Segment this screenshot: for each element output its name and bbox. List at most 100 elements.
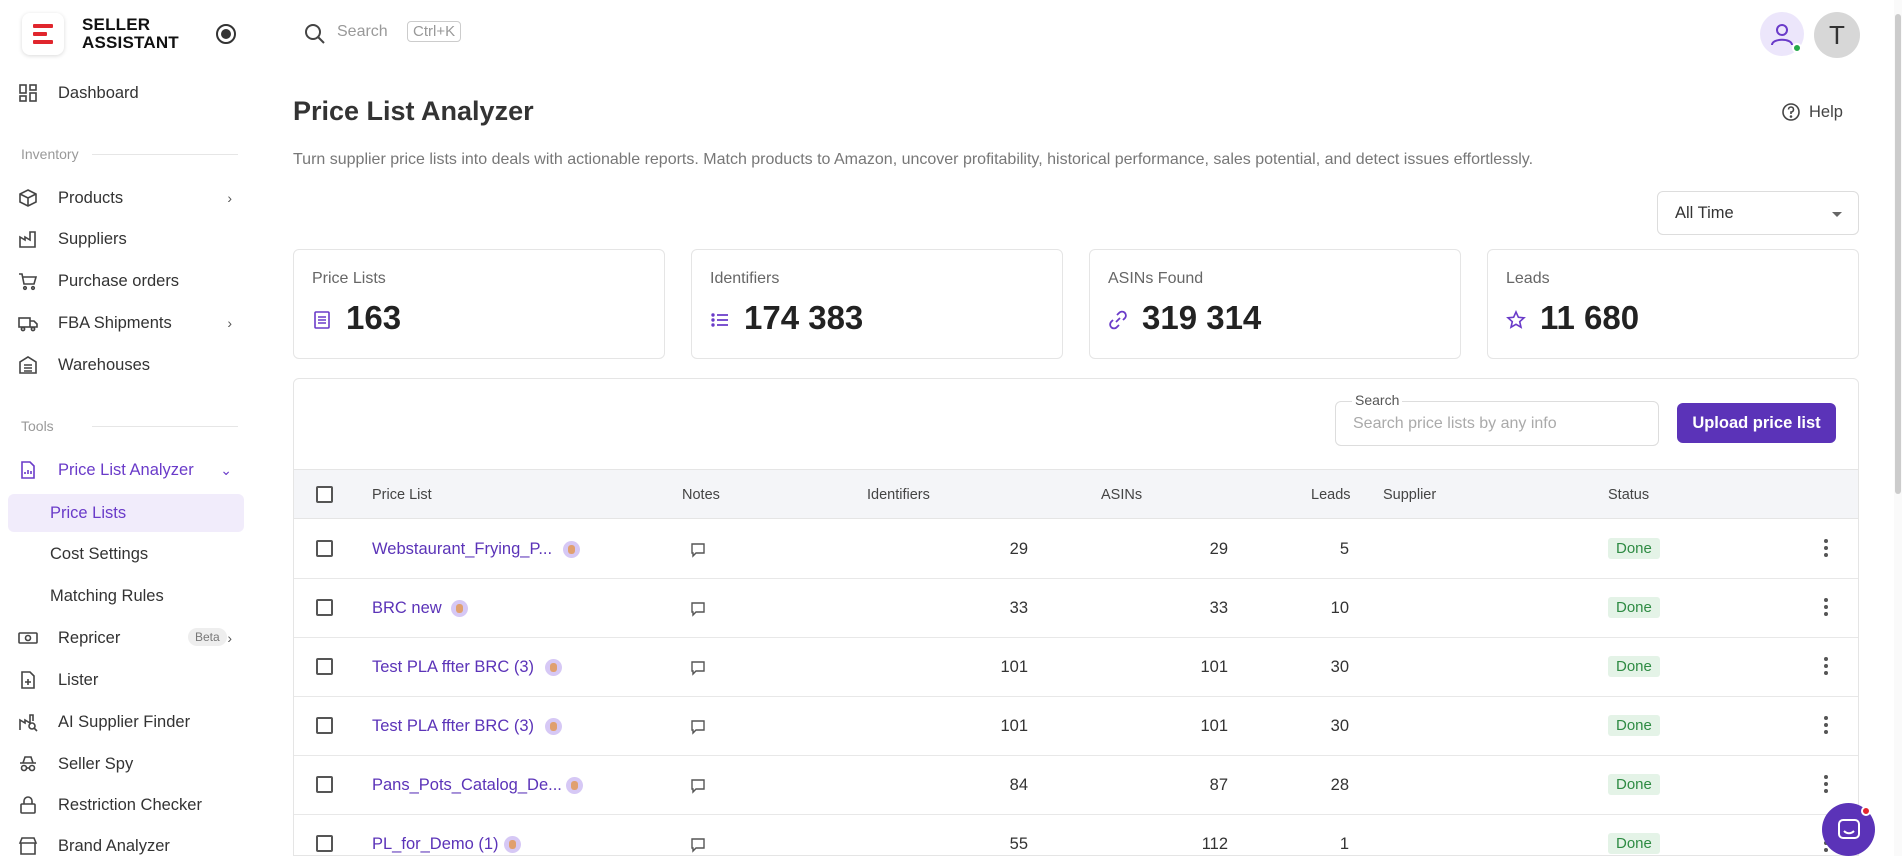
table-row[interactable]: Webstaurant_Frying_P... 29 29 5 Done bbox=[294, 520, 1858, 579]
note-icon[interactable] bbox=[690, 601, 706, 622]
price-list-name-link[interactable]: BRC new bbox=[372, 599, 442, 617]
price-list-name-link[interactable]: Webstaurant_Frying_P... bbox=[372, 540, 553, 558]
factory-icon bbox=[16, 227, 40, 251]
row-checkbox[interactable] bbox=[316, 658, 333, 675]
identifiers-value: 101 bbox=[1000, 717, 1028, 735]
price-list-search-placeholder: Search price lists by any info bbox=[1353, 415, 1557, 432]
column-header-asins[interactable]: ASINs bbox=[1101, 487, 1143, 503]
table-row[interactable]: BRC new 33 33 10 Done bbox=[294, 579, 1858, 638]
select-all-checkbox[interactable] bbox=[316, 486, 333, 503]
table-row[interactable]: Test PLA ffter BRC (3) 101 101 30 Done bbox=[294, 638, 1858, 697]
sidebar-item-lister[interactable]: Lister bbox=[8, 660, 244, 700]
sidebar-item-dashboard[interactable]: Dashboard bbox=[8, 73, 244, 113]
status-badge: Done bbox=[1608, 774, 1660, 795]
identifiers-value: 55 bbox=[1009, 835, 1028, 853]
sidebar-item-products[interactable]: Products › bbox=[8, 178, 244, 218]
chevron-right-icon: › bbox=[227, 315, 232, 331]
page-scrollbar[interactable] bbox=[1894, 0, 1902, 856]
sidebar-item-suppliers[interactable]: Suppliers bbox=[8, 219, 244, 259]
identifiers-value: 101 bbox=[1000, 658, 1028, 676]
sidebar-item-restriction-checker[interactable]: Restriction Checker bbox=[8, 785, 244, 825]
column-header-leads[interactable]: Leads bbox=[1311, 487, 1351, 503]
note-icon[interactable] bbox=[690, 542, 706, 563]
asins-value: 33 bbox=[1209, 599, 1228, 617]
row-checkbox[interactable] bbox=[316, 835, 333, 852]
brand-line-1: SELLER bbox=[82, 15, 151, 34]
sidebar-subitem-matching-rules[interactable]: Matching Rules bbox=[8, 577, 244, 615]
sidebar-item-label: Products bbox=[58, 188, 124, 207]
table-row[interactable]: PL_for_Demo (1) 55 112 1 Done bbox=[294, 815, 1858, 856]
note-icon[interactable] bbox=[690, 719, 706, 740]
price-list-name-link[interactable]: PL_for_Demo (1) bbox=[372, 835, 499, 853]
section-divider bbox=[92, 426, 238, 427]
stat-value: 163 bbox=[346, 299, 402, 336]
upload-price-list-button[interactable]: Upload price list bbox=[1677, 403, 1836, 443]
row-menu-icon[interactable] bbox=[1824, 539, 1828, 557]
sidebar-item-warehouses[interactable]: Warehouses bbox=[8, 345, 244, 385]
caret-down-icon bbox=[1832, 212, 1842, 217]
price-list-search-input[interactable] bbox=[1335, 401, 1659, 446]
sidebar-item-label: Brand Analyzer bbox=[58, 836, 170, 855]
document-plus-icon bbox=[16, 668, 40, 692]
money-icon bbox=[16, 626, 40, 650]
uploader-avatar bbox=[545, 718, 562, 735]
sidebar-subitem-price-lists[interactable]: Price Lists bbox=[8, 494, 244, 532]
row-checkbox[interactable] bbox=[316, 776, 333, 793]
price-list-search-label: Search bbox=[1352, 392, 1403, 408]
sidebar-item-ai-supplier-finder[interactable]: AI Supplier Finder bbox=[8, 702, 244, 742]
column-header-supplier[interactable]: Supplier bbox=[1383, 487, 1437, 503]
note-icon[interactable] bbox=[690, 837, 706, 856]
row-menu-icon[interactable] bbox=[1824, 657, 1828, 675]
sidebar-item-repricer[interactable]: Repricer Beta › bbox=[8, 618, 244, 658]
search-icon[interactable] bbox=[304, 23, 326, 50]
column-header-price-list[interactable]: Price List bbox=[372, 487, 432, 503]
sidebar-item-label: Dashboard bbox=[58, 83, 139, 102]
sidebar-subitem-cost-settings[interactable]: Cost Settings bbox=[8, 535, 244, 573]
box-icon bbox=[16, 186, 40, 210]
row-checkbox[interactable] bbox=[316, 540, 333, 557]
brand[interactable]: SELLER ASSISTANT bbox=[22, 13, 179, 55]
spy-icon bbox=[16, 752, 40, 776]
time-filter-select[interactable]: All Time bbox=[1657, 191, 1859, 235]
price-list-name-link[interactable]: Test PLA ffter BRC (3) bbox=[372, 717, 535, 735]
identifiers-value: 84 bbox=[1009, 776, 1028, 794]
note-icon[interactable] bbox=[690, 778, 706, 799]
account-avatar[interactable] bbox=[1760, 12, 1804, 56]
sidebar-item-label: Repricer bbox=[58, 628, 121, 647]
row-checkbox[interactable] bbox=[316, 599, 333, 616]
user-avatar[interactable]: T bbox=[1814, 12, 1860, 58]
sidebar-item-seller-spy[interactable]: Seller Spy bbox=[8, 744, 244, 784]
column-header-status[interactable]: Status bbox=[1608, 487, 1650, 503]
stat-label: Identifiers bbox=[710, 270, 780, 287]
scrollbar-thumb[interactable] bbox=[1895, 14, 1901, 494]
global-search-input[interactable]: Search bbox=[337, 23, 388, 40]
sidebar-item-brand-analyzer[interactable]: Brand Analyzer bbox=[8, 826, 244, 856]
price-list-name-link[interactable]: Test PLA ffter BRC (3) bbox=[372, 658, 535, 676]
store-icon bbox=[16, 834, 40, 856]
sidebar-item-price-list-analyzer[interactable]: Price List Analyzer ⌄ bbox=[8, 450, 244, 490]
row-menu-icon[interactable] bbox=[1824, 775, 1828, 793]
row-checkbox[interactable] bbox=[316, 717, 333, 734]
price-list-name-link[interactable]: Pans_Pots_Catalog_De... bbox=[372, 776, 562, 794]
chat-launcher-button[interactable] bbox=[1822, 803, 1875, 856]
sidebar-item-purchase-orders[interactable]: Purchase orders bbox=[8, 261, 244, 301]
leads-value: 30 bbox=[1330, 717, 1349, 735]
help-button[interactable]: Help bbox=[1781, 102, 1843, 122]
chevron-right-icon: › bbox=[227, 630, 232, 646]
stat-label: ASINs Found bbox=[1108, 270, 1204, 287]
warehouse-icon bbox=[16, 353, 40, 377]
row-menu-icon[interactable] bbox=[1824, 716, 1828, 734]
leads-value: 1 bbox=[1339, 835, 1349, 853]
column-header-notes[interactable]: Notes bbox=[682, 487, 720, 503]
row-menu-icon[interactable] bbox=[1824, 598, 1828, 616]
time-filter-value: All Time bbox=[1675, 203, 1734, 222]
sidebar-pin-icon[interactable] bbox=[216, 24, 236, 44]
sidebar-item-fba-shipments[interactable]: FBA Shipments › bbox=[8, 303, 244, 343]
note-icon[interactable] bbox=[690, 660, 706, 681]
brand-line-2: ASSISTANT bbox=[82, 33, 179, 52]
help-label: Help bbox=[1809, 102, 1843, 121]
table-row[interactable]: Pans_Pots_Catalog_De... 84 87 28 Done bbox=[294, 756, 1858, 815]
column-header-identifiers[interactable]: Identifiers bbox=[867, 487, 930, 503]
table-row[interactable]: Test PLA ffter BRC (3) 101 101 30 Done bbox=[294, 697, 1858, 756]
status-badge: Done bbox=[1608, 656, 1660, 677]
